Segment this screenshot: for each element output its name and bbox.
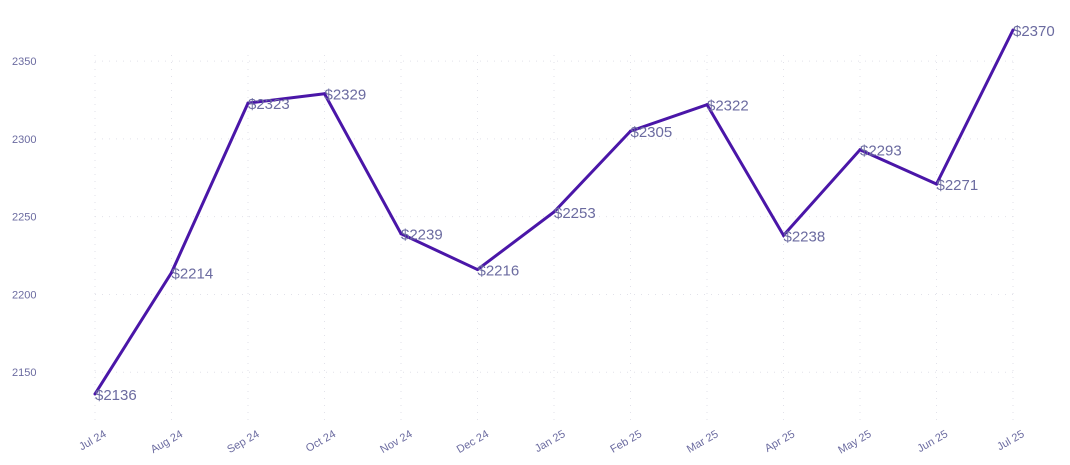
x-tick-label: Mar 25 xyxy=(685,428,721,456)
x-tick-label: May 25 xyxy=(836,428,873,456)
data-point xyxy=(705,103,709,107)
data-point xyxy=(476,268,479,272)
data-point xyxy=(858,148,862,152)
data-label: $2329 xyxy=(325,87,367,104)
data-point xyxy=(399,232,403,236)
y-tick-label: 2300 xyxy=(12,134,36,146)
data-labels: $2136 $2214 $2323 $2329 $2239 $2216 $2253 $2305… xyxy=(95,23,1055,404)
data-point xyxy=(246,101,250,105)
series xyxy=(93,28,1015,396)
x-tick-label: Nov 24 xyxy=(378,428,414,456)
data-point xyxy=(170,271,173,275)
y-tick-label: 2350 xyxy=(12,56,36,68)
data-label: $2271 xyxy=(937,177,979,194)
data-label: $2253 xyxy=(554,205,596,222)
data-label: $2239 xyxy=(401,227,443,244)
data-label: $2214 xyxy=(172,266,214,283)
grid xyxy=(94,55,1015,420)
data-label: $2323 xyxy=(248,96,290,113)
x-tick-label: Feb 25 xyxy=(608,428,644,456)
data-point xyxy=(323,92,326,96)
data-point xyxy=(935,182,938,186)
data-point xyxy=(552,210,556,214)
x-tick-label: Aug 24 xyxy=(149,428,185,456)
data-label: $2322 xyxy=(707,98,749,115)
x-tick-label: Jul 24 xyxy=(77,428,108,453)
x-tick-label: Dec 24 xyxy=(455,428,491,456)
y-tick-label: 2200 xyxy=(12,289,36,301)
y-axis: 2150 2200 2250 2300 2350 xyxy=(12,56,36,379)
x-tick-label: Sep 24 xyxy=(225,428,261,456)
data-point xyxy=(93,392,97,396)
x-axis: Jul 24 Aug 24 Sep 24 Oct 24 Nov 24 Dec 24 Jan … xyxy=(77,428,1026,456)
data-label: $2293 xyxy=(860,143,902,160)
data-point xyxy=(782,233,785,237)
data-label: $2136 xyxy=(95,387,137,404)
data-label: $2305 xyxy=(631,124,673,141)
x-tick-label: Jul 25 xyxy=(995,428,1026,453)
x-tick-label: Apr 25 xyxy=(763,428,797,455)
x-tick-label: Jun 25 xyxy=(915,428,950,455)
data-label: $2370 xyxy=(1013,23,1055,40)
data-label: $2216 xyxy=(478,263,520,280)
data-point xyxy=(629,129,632,133)
x-tick-label: Oct 24 xyxy=(304,428,338,455)
x-tick-label: Jan 25 xyxy=(533,428,568,455)
data-point xyxy=(1011,28,1015,32)
y-tick-label: 2150 xyxy=(12,367,36,379)
data-label: $2238 xyxy=(784,228,826,245)
y-tick-label: 2250 xyxy=(12,212,36,224)
